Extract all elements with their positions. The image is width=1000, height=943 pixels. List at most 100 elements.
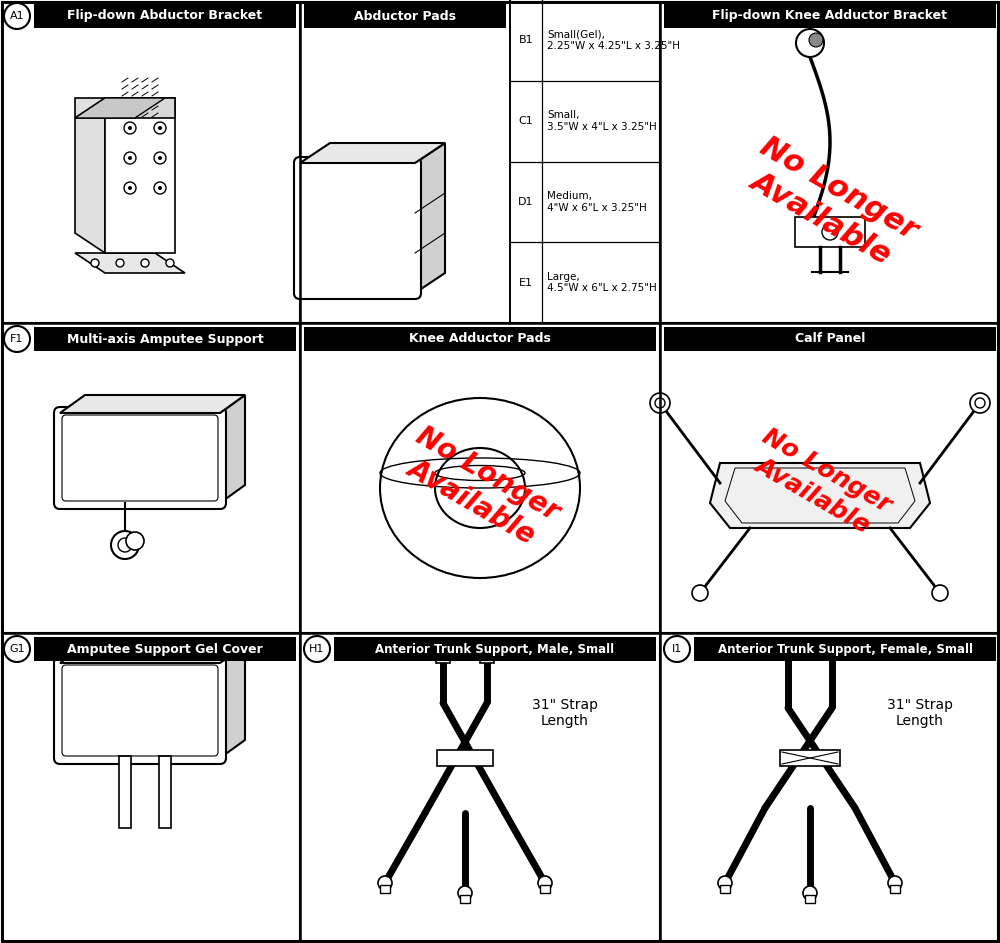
Bar: [34, 4, 296, 28]
Bar: [34, 327, 296, 351]
Polygon shape: [75, 253, 185, 273]
Text: Small,
3.5"W x 4"L x 3.25"H: Small, 3.5"W x 4"L x 3.25"H: [547, 110, 657, 132]
Text: Large,
4.5"W x 6"L x 2.75"H: Large, 4.5"W x 6"L x 2.75"H: [547, 272, 657, 293]
Circle shape: [538, 876, 552, 890]
Polygon shape: [60, 645, 245, 663]
Text: Calf Panel: Calf Panel: [795, 333, 865, 345]
Circle shape: [141, 259, 149, 267]
Bar: [483, 648, 491, 660]
Ellipse shape: [435, 448, 525, 528]
Text: Small(Gel),
2.25"W x 4.25"L x 3.25"H: Small(Gel), 2.25"W x 4.25"L x 3.25"H: [547, 29, 680, 51]
Circle shape: [118, 538, 132, 552]
Circle shape: [888, 876, 902, 890]
Polygon shape: [75, 98, 105, 253]
Text: B1: B1: [519, 36, 533, 45]
Polygon shape: [75, 98, 175, 118]
Polygon shape: [75, 98, 165, 118]
Circle shape: [128, 186, 132, 190]
Bar: [304, 327, 656, 351]
Circle shape: [124, 152, 136, 164]
Circle shape: [803, 886, 817, 900]
Text: H1: H1: [309, 644, 325, 654]
Circle shape: [655, 398, 665, 408]
Circle shape: [116, 259, 124, 267]
Text: E1: E1: [519, 277, 533, 288]
Text: D1: D1: [518, 197, 534, 207]
Bar: [437, 750, 493, 766]
Bar: [105, 98, 175, 253]
Circle shape: [111, 531, 139, 559]
Text: Abductor Pads: Abductor Pads: [354, 9, 456, 23]
Bar: [119, 756, 131, 828]
Circle shape: [796, 29, 824, 57]
Bar: [460, 895, 470, 903]
Circle shape: [158, 186, 162, 190]
Bar: [694, 637, 996, 661]
Polygon shape: [220, 645, 245, 758]
Circle shape: [91, 259, 99, 267]
Circle shape: [128, 126, 132, 130]
Text: G1: G1: [9, 644, 25, 654]
Bar: [334, 637, 656, 661]
Circle shape: [970, 393, 990, 413]
Circle shape: [378, 876, 392, 890]
Circle shape: [124, 122, 136, 134]
Circle shape: [154, 122, 166, 134]
Bar: [664, 4, 996, 28]
Bar: [781, 640, 795, 658]
Circle shape: [154, 182, 166, 194]
Circle shape: [304, 636, 330, 662]
Text: Amputee Support Gel Cover: Amputee Support Gel Cover: [67, 642, 263, 655]
Bar: [159, 756, 171, 828]
FancyBboxPatch shape: [294, 157, 421, 299]
FancyBboxPatch shape: [54, 407, 226, 509]
Circle shape: [650, 393, 670, 413]
Circle shape: [158, 126, 162, 130]
Bar: [380, 885, 390, 893]
Bar: [540, 885, 550, 893]
Circle shape: [4, 3, 30, 29]
Text: No Longer
Available: No Longer Available: [744, 424, 896, 541]
Circle shape: [4, 636, 30, 662]
Text: Medium,
4"W x 6"L x 3.25"H: Medium, 4"W x 6"L x 3.25"H: [547, 191, 647, 213]
Text: Knee Adductor Pads: Knee Adductor Pads: [409, 333, 551, 345]
Circle shape: [664, 636, 690, 662]
Polygon shape: [415, 143, 445, 293]
Bar: [439, 648, 447, 660]
Text: Flip-down Knee Adductor Bracket: Flip-down Knee Adductor Bracket: [712, 9, 948, 23]
Circle shape: [932, 585, 948, 601]
Circle shape: [692, 585, 708, 601]
Bar: [829, 648, 836, 655]
Bar: [785, 648, 792, 655]
Circle shape: [166, 259, 174, 267]
Circle shape: [154, 152, 166, 164]
Circle shape: [158, 156, 162, 160]
Text: A1: A1: [10, 11, 24, 21]
Bar: [795, 217, 865, 247]
Text: 31" Strap
Length: 31" Strap Length: [532, 698, 598, 728]
Bar: [664, 327, 996, 351]
Text: Flip-down Abductor Bracket: Flip-down Abductor Bracket: [67, 9, 263, 23]
Text: No Longer
Available: No Longer Available: [738, 132, 922, 274]
Circle shape: [128, 156, 132, 160]
Text: No Longer
Available: No Longer Available: [395, 422, 565, 554]
Ellipse shape: [380, 398, 580, 578]
Text: 31" Strap
Length: 31" Strap Length: [887, 698, 953, 728]
Polygon shape: [60, 395, 245, 413]
Polygon shape: [220, 395, 245, 503]
Bar: [304, 4, 506, 28]
Bar: [805, 895, 815, 903]
Circle shape: [718, 876, 732, 890]
Circle shape: [4, 326, 30, 352]
Polygon shape: [710, 463, 930, 528]
Circle shape: [458, 886, 472, 900]
Circle shape: [809, 33, 823, 47]
Bar: [780, 750, 840, 766]
Bar: [890, 885, 900, 893]
Bar: [436, 645, 450, 663]
Bar: [720, 885, 730, 893]
Text: C1: C1: [519, 116, 533, 126]
Text: Multi-axis Amputee Support: Multi-axis Amputee Support: [67, 333, 263, 345]
Bar: [34, 637, 296, 661]
Polygon shape: [300, 143, 445, 163]
